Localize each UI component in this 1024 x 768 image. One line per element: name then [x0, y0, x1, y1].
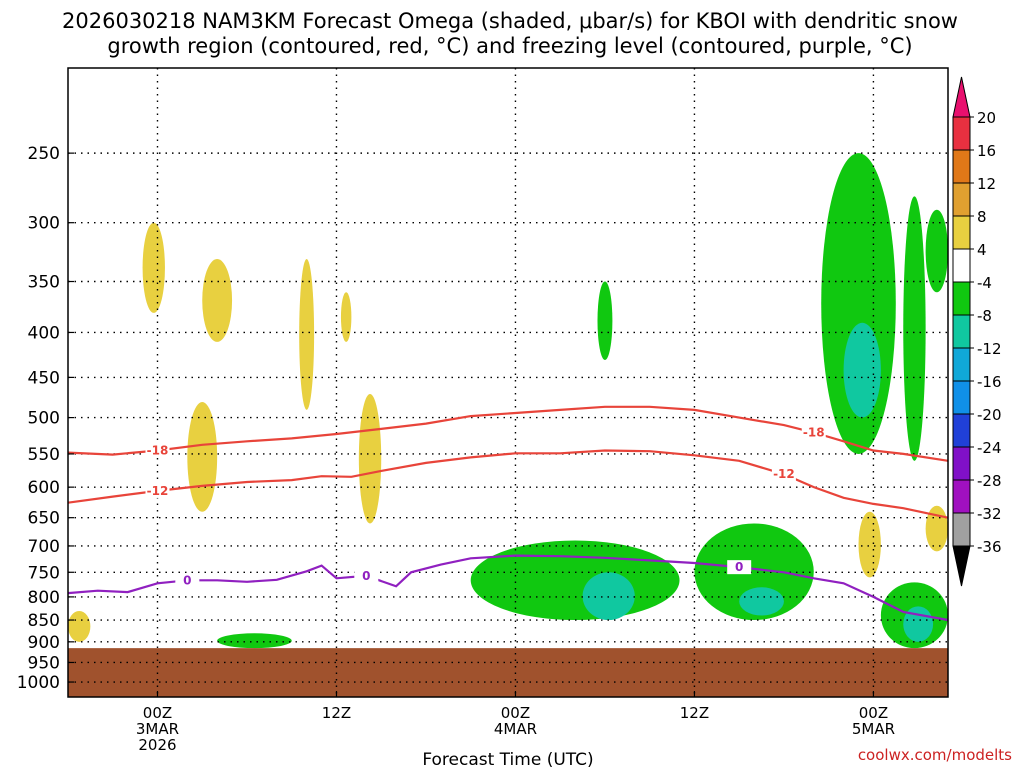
- omega-region: [358, 393, 382, 524]
- contour-label: -12: [773, 467, 795, 481]
- omega-region: [843, 322, 881, 418]
- y-tick-label: 500: [28, 409, 60, 429]
- x-tick-label: 4MAR: [494, 720, 537, 738]
- chart-title-line2: growth region (contoured, red, °C) and f…: [107, 34, 912, 58]
- colorbar-label: 8: [977, 208, 987, 226]
- x-tick-label: 00Z: [143, 704, 172, 722]
- contour-label-bg: [354, 568, 379, 583]
- colorbar-label: -28: [977, 472, 1002, 490]
- colorbar-bottom-arrow: [952, 545, 971, 587]
- omega-region: [142, 222, 165, 313]
- colorbar-label: -8: [977, 307, 992, 325]
- contour-label: 0: [362, 569, 370, 583]
- colorbar-swatch: [952, 347, 971, 382]
- omega-region: [470, 540, 680, 621]
- colorbar-swatch: [952, 116, 971, 151]
- omega-region: [858, 511, 881, 578]
- colorbar-swatch: [952, 281, 971, 316]
- y-tick-label: 550: [28, 445, 60, 465]
- x-tick-label: 00Z: [501, 704, 530, 722]
- colorbar-label: 20: [977, 109, 996, 127]
- colorbar-swatch: [952, 215, 971, 250]
- omega-region: [217, 633, 292, 649]
- colorbar-swatch: [952, 413, 971, 448]
- x-tick-label: 2026: [138, 736, 176, 754]
- y-tick-label: 450: [28, 368, 60, 388]
- contour-label: -18: [803, 426, 825, 440]
- colorbar-label: -4: [977, 274, 992, 292]
- y-tick-label: 950: [28, 653, 60, 673]
- colorbar-swatch: [952, 479, 971, 514]
- colorbar-label: -24: [977, 439, 1002, 457]
- colorbar-swatch: [952, 446, 971, 481]
- chart-title-line1: 2026030218 NAM3KM Forecast Omega (shaded…: [62, 9, 958, 33]
- contour-label-bg: [145, 483, 170, 498]
- plot-area: -18 -18 -12 -12 0 0 0: [67, 67, 949, 698]
- contour-label: 0: [183, 573, 191, 587]
- contour-label: -18: [147, 443, 169, 457]
- x-axis-label: Forecast Time (UTC): [422, 750, 593, 768]
- omega-region: [694, 523, 814, 621]
- contour-label: -12: [147, 484, 169, 498]
- omega-region: [187, 402, 218, 512]
- omega-region: [299, 259, 315, 410]
- contour-label-bg: [175, 573, 200, 588]
- credit-text: coolwx.com/modelts: [858, 746, 1012, 764]
- contour-line: [67, 449, 949, 519]
- colorbar-swatch: [952, 149, 971, 184]
- omega-region: [582, 572, 635, 621]
- colorbar-label: -16: [977, 373, 1002, 391]
- x-tick-label: 00Z: [859, 704, 888, 722]
- y-tick-label: 650: [28, 509, 60, 529]
- colorbar: 20 16 12 8 4 -4 -8 -12 -16 -20 -24 -28 -32 -36: [952, 76, 1002, 587]
- omega-region: [739, 587, 784, 616]
- omega-region: [202, 259, 233, 342]
- contour-label-bg: [801, 425, 826, 440]
- omega-region: [925, 209, 948, 293]
- contour-label-bg: [145, 443, 170, 458]
- omega-region: [340, 292, 352, 342]
- y-tick-label: 600: [28, 478, 60, 498]
- x-tick-label: 12Z: [680, 704, 709, 722]
- y-tick-label: 850: [28, 611, 60, 631]
- plot-frame: [67, 67, 949, 698]
- omega-region: [597, 281, 613, 361]
- y-tick-label: 300: [28, 214, 60, 234]
- y-tick-label: 1000: [17, 673, 60, 693]
- contour-label-bg: [727, 560, 752, 575]
- colorbar-label: -32: [977, 505, 1002, 523]
- colorbar-label: -36: [977, 538, 1002, 556]
- y-tick-label: 700: [28, 537, 60, 557]
- terrain-fill: [68, 648, 948, 697]
- y-tick-label: 250: [28, 144, 60, 164]
- y-tick-label: 400: [28, 323, 60, 343]
- x-tick-label: 12Z: [322, 704, 351, 722]
- colorbar-swatch: [952, 182, 971, 217]
- x-tick-label: 3MAR: [136, 720, 179, 738]
- colorbar-swatch: [952, 512, 971, 547]
- y-tick-label: 750: [28, 563, 60, 583]
- omega-region: [903, 196, 926, 461]
- y-tick-label: 800: [28, 588, 60, 608]
- contour-label: 0: [735, 560, 743, 574]
- colorbar-label: 16: [977, 142, 996, 160]
- colorbar-top-arrow: [952, 76, 971, 118]
- contour-label-bg: [771, 467, 796, 482]
- colorbar-label: -12: [977, 340, 1002, 358]
- colorbar-swatch: [952, 314, 971, 349]
- omega-region: [68, 610, 91, 642]
- y-axis-ticks: 2503003504004505005506006507007508008509…: [17, 144, 74, 693]
- x-tick-label: 5MAR: [852, 720, 895, 738]
- contour-line: [67, 405, 949, 462]
- y-tick-label: 900: [28, 633, 60, 653]
- contour-line: [67, 554, 949, 622]
- colorbar-label: -20: [977, 406, 1002, 424]
- colorbar-swatch: [952, 248, 971, 283]
- y-tick-label: 350: [28, 273, 60, 293]
- colorbar-swatch: [952, 380, 971, 415]
- colorbar-label: 4: [977, 241, 987, 259]
- colorbar-label: 12: [977, 175, 996, 193]
